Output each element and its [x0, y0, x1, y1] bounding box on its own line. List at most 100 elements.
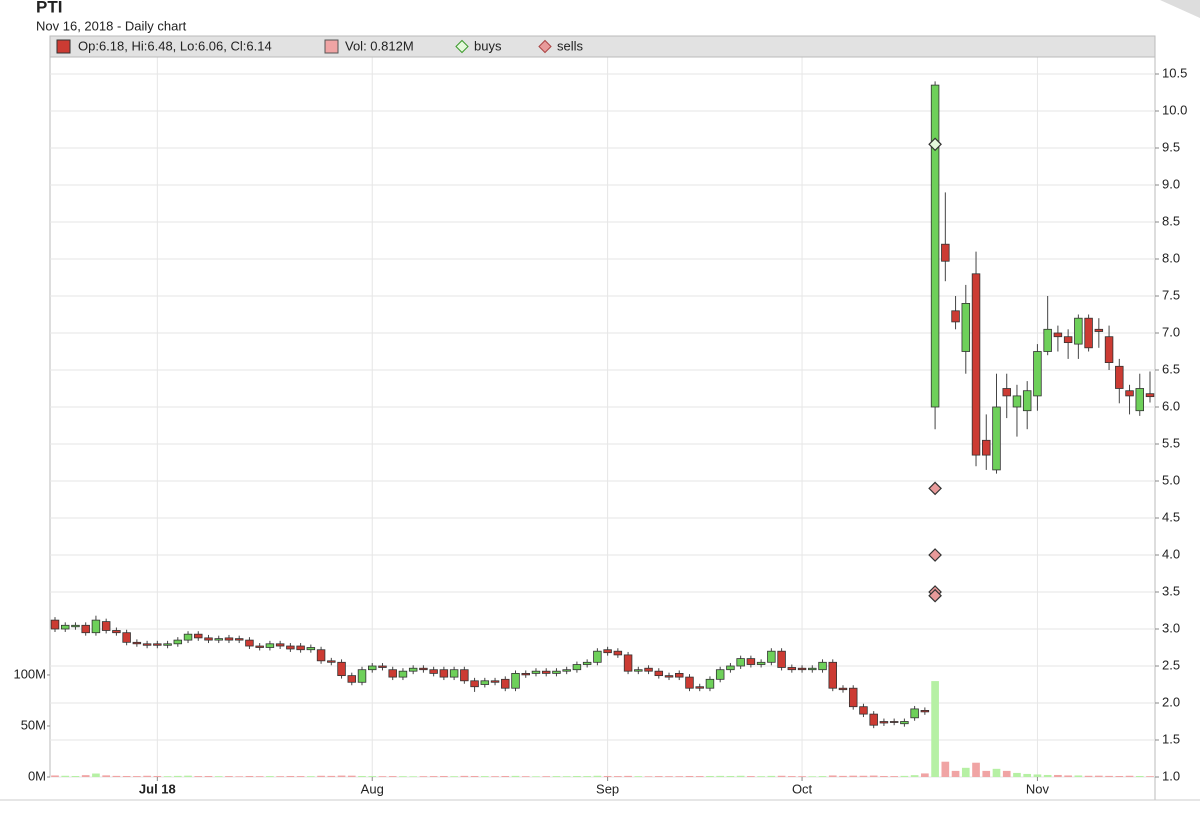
candle-body [562, 669, 571, 672]
candle-body [1043, 328, 1052, 352]
volume-bar [1013, 772, 1021, 777]
volume-bar [61, 775, 70, 777]
candle-body [705, 678, 715, 689]
candle-body [818, 661, 827, 671]
volume-bar [419, 776, 428, 777]
volume-bar [808, 776, 817, 777]
x-tick-label: Jul 18 [139, 781, 176, 796]
candle-body [71, 624, 80, 628]
volume-bar [921, 773, 929, 777]
volume-bar [716, 775, 725, 777]
candle-body [347, 675, 357, 683]
volume-bar [245, 775, 254, 777]
volume-bar [184, 775, 192, 777]
volume-bar [654, 776, 663, 777]
volume-bar [491, 776, 499, 777]
candle-body [275, 643, 285, 647]
candle-body [357, 669, 367, 683]
candle-body [1115, 365, 1124, 389]
y2-tick-label: 50M [21, 717, 46, 732]
volume-bar [859, 775, 868, 777]
volume-bar [337, 775, 346, 777]
volume-bar [736, 775, 745, 777]
candle-body [1104, 336, 1114, 364]
volume-bar [900, 775, 909, 777]
volume-bar [1115, 775, 1124, 777]
candle-body [378, 665, 387, 668]
volume-bar [685, 775, 694, 777]
volume-bar [470, 775, 479, 777]
y-tick-label: 3.5 [1162, 583, 1180, 598]
candle-body [286, 645, 295, 650]
candle-body [726, 665, 735, 671]
volume-bar [112, 775, 121, 777]
candle-body [787, 667, 797, 671]
volume-bar [163, 776, 172, 777]
volume-bar [961, 767, 970, 777]
candle-body [746, 658, 756, 665]
candle-body [675, 673, 684, 678]
y-tick-label: 7.5 [1162, 287, 1180, 302]
legend-label: sells [557, 38, 584, 53]
volume-bar [521, 776, 530, 777]
candle-body [173, 639, 183, 645]
volume-bar [1105, 775, 1113, 777]
trade-marker [928, 548, 942, 562]
volume-bar [818, 776, 827, 777]
candle-body [910, 708, 919, 719]
volume-bar [573, 775, 581, 777]
candle-body [930, 84, 940, 408]
volume-bar [839, 775, 847, 777]
volume-bar [931, 681, 939, 777]
candle-body [439, 669, 449, 678]
volume-bar [296, 776, 305, 777]
candle-body [490, 680, 500, 683]
candle-body [982, 439, 991, 456]
candle-body [603, 649, 612, 654]
volume-bar [388, 776, 397, 777]
volume-bar [501, 775, 510, 777]
candle-body [132, 641, 142, 645]
candle-body [664, 675, 674, 678]
candle-body [306, 647, 316, 651]
volume-bar [787, 776, 796, 777]
candle-body [951, 310, 960, 323]
candle-body [224, 637, 234, 641]
candle-body [81, 624, 90, 634]
candle-body [265, 643, 275, 648]
volume-bar [726, 775, 735, 777]
volume-bar [777, 775, 786, 777]
volume-bar [1094, 775, 1103, 777]
volume-bar [562, 776, 571, 777]
volume-bar [460, 775, 469, 777]
volume-bar [51, 775, 59, 777]
volume-bar [378, 776, 387, 777]
plot-area [49, 56, 1156, 778]
volume-bar [1146, 776, 1154, 777]
candle-body [1063, 336, 1073, 344]
volume-bar [81, 775, 90, 777]
volume-bar [92, 773, 100, 777]
candle-body [736, 658, 745, 667]
y-tick-label: 1.0 [1162, 768, 1180, 783]
candle-body [1074, 317, 1083, 345]
y-tick-label: 10.5 [1162, 65, 1187, 80]
chart-subtitle: Nov 16, 2018 - Daily chart [36, 18, 187, 33]
y-tick-label: 8.0 [1162, 250, 1180, 265]
volume-bar [276, 776, 284, 777]
y-tick-label: 4.0 [1162, 546, 1180, 561]
candle-body [541, 670, 551, 674]
candle-body [50, 619, 60, 630]
candle-body [91, 619, 101, 634]
legend-label: buys [474, 38, 502, 53]
candle-body [521, 673, 530, 676]
x-tick-label: Sep [596, 781, 619, 796]
candle-body [112, 630, 121, 634]
candle-body [501, 678, 510, 689]
candle-body [859, 706, 868, 715]
volume-bar [828, 775, 837, 777]
candle-body [163, 643, 172, 646]
candle-body [767, 650, 776, 663]
volume-bar [214, 776, 223, 777]
volume-bar [225, 776, 233, 777]
